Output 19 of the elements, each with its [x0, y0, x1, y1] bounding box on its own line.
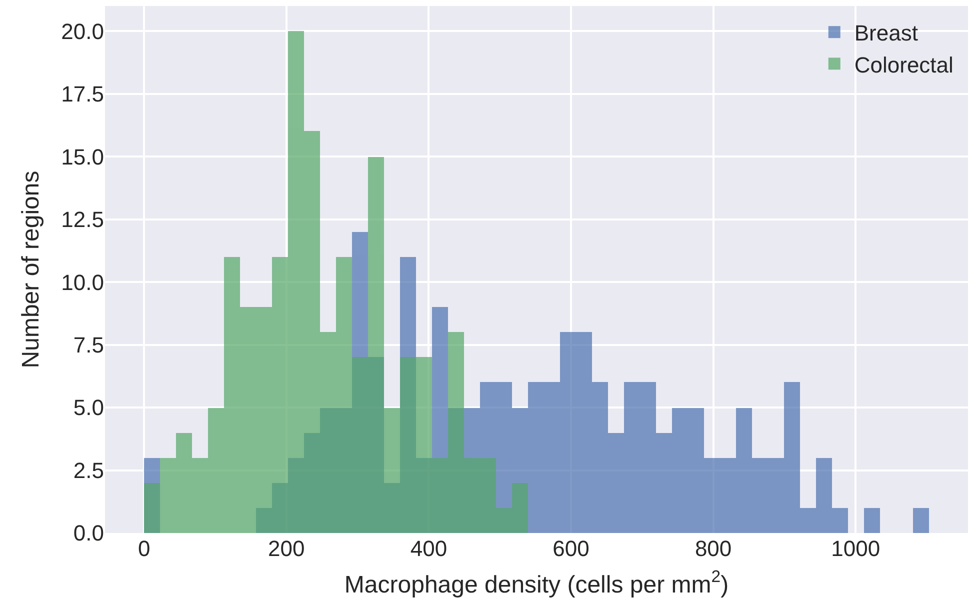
y-tick-label: 0.0	[73, 520, 104, 546]
y-tick-label: 10.0	[61, 270, 104, 295]
y-tick-label: 15.0	[61, 144, 104, 170]
x-tick-label: 800	[694, 536, 732, 561]
legend-label: Colorectal	[854, 52, 954, 78]
x-tick-label: 1000	[831, 536, 880, 561]
legend-label: Breast	[854, 20, 918, 46]
x-axis-title: Macrophage density (cells per mm$^{2}$)	[344, 567, 729, 598]
x-tick-label: 600	[552, 536, 590, 561]
y-tick-label: 5.0	[73, 395, 104, 420]
y-axis-title: Number of regions	[17, 170, 44, 368]
x-tick-label: 400	[410, 536, 448, 561]
y-tick-label: 2.5	[73, 458, 104, 483]
y-tick-label: 7.5	[73, 332, 104, 358]
y-tick-label: 20.0	[61, 18, 104, 44]
y-tick-label: 12.5	[61, 207, 104, 232]
x-tick-label: 200	[268, 536, 305, 561]
y-tick-label: 17.5	[61, 82, 104, 107]
x-tick-label: 0	[138, 536, 150, 561]
